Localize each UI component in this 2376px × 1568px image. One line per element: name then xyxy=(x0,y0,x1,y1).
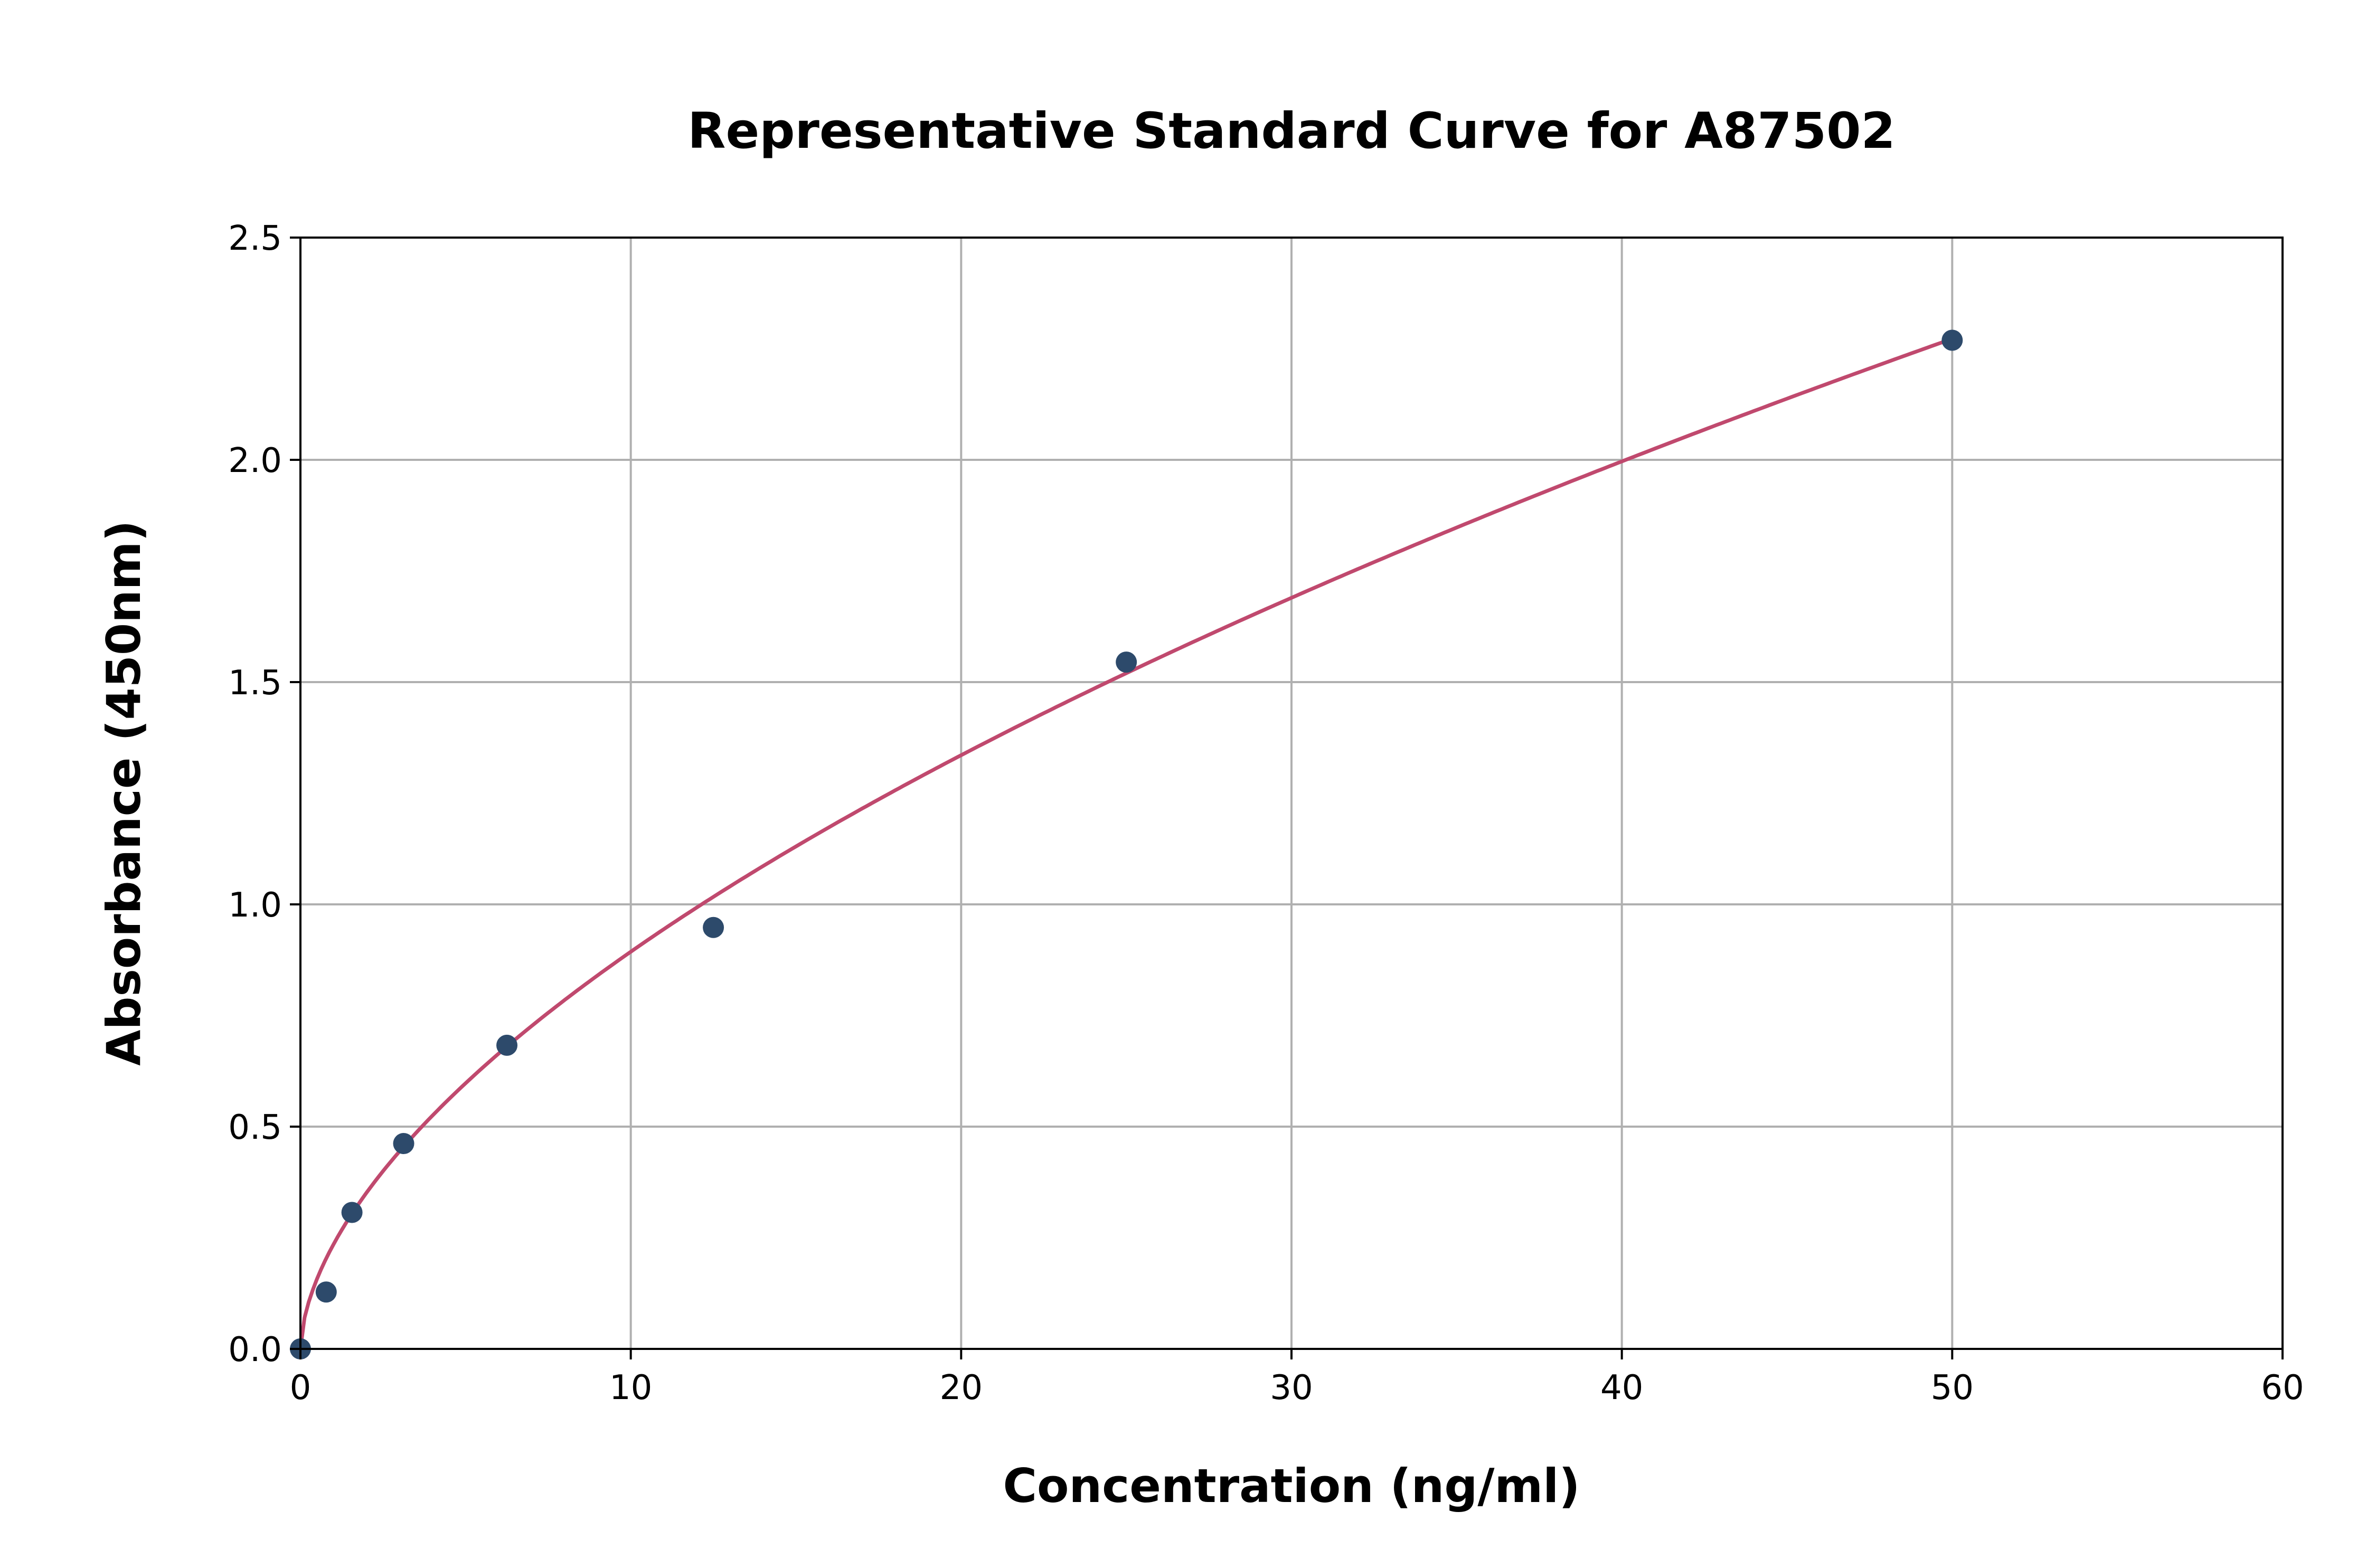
x-axis-ticks: 0 10 20 30 40 50 60 xyxy=(290,1349,2304,1408)
x-tick-label: 20 xyxy=(940,1368,983,1408)
grid xyxy=(299,237,2284,1350)
y-tick-label: 1.5 xyxy=(228,664,282,703)
y-axis-ticks: 0.0 0.5 1.0 1.5 2.0 2.5 xyxy=(228,219,300,1369)
data-point xyxy=(1941,329,1963,351)
data-point xyxy=(1116,651,1137,673)
y-axis-label: Absorbance (450nm) xyxy=(97,520,151,1065)
x-tick-label: 10 xyxy=(609,1368,652,1408)
x-tick-label: 30 xyxy=(1270,1368,1313,1408)
data-point xyxy=(315,1281,337,1303)
data-point xyxy=(496,1034,518,1056)
data-point xyxy=(393,1132,414,1154)
x-axis-label: Concentration (ng/ml) xyxy=(1003,1459,1580,1513)
x-tick-label: 50 xyxy=(1931,1368,1974,1408)
y-tick-label: 1.0 xyxy=(228,886,282,925)
x-tick-label: 60 xyxy=(2261,1368,2304,1408)
data-points xyxy=(290,329,1963,1359)
data-point xyxy=(341,1202,363,1223)
x-tick-label: 0 xyxy=(290,1368,312,1408)
x-tick-label: 40 xyxy=(1600,1368,1643,1408)
fit-curve-layer xyxy=(298,337,1953,1349)
y-tick-label: 2.5 xyxy=(228,219,282,258)
y-tick-label: 0.0 xyxy=(228,1330,282,1369)
y-tick-label: 2.0 xyxy=(228,441,282,480)
chart-title: Representative Standard Curve for A87502 xyxy=(687,102,1896,160)
data-point xyxy=(703,917,724,938)
y-tick-label: 0.5 xyxy=(228,1108,282,1147)
fit-curve xyxy=(298,337,1953,1349)
